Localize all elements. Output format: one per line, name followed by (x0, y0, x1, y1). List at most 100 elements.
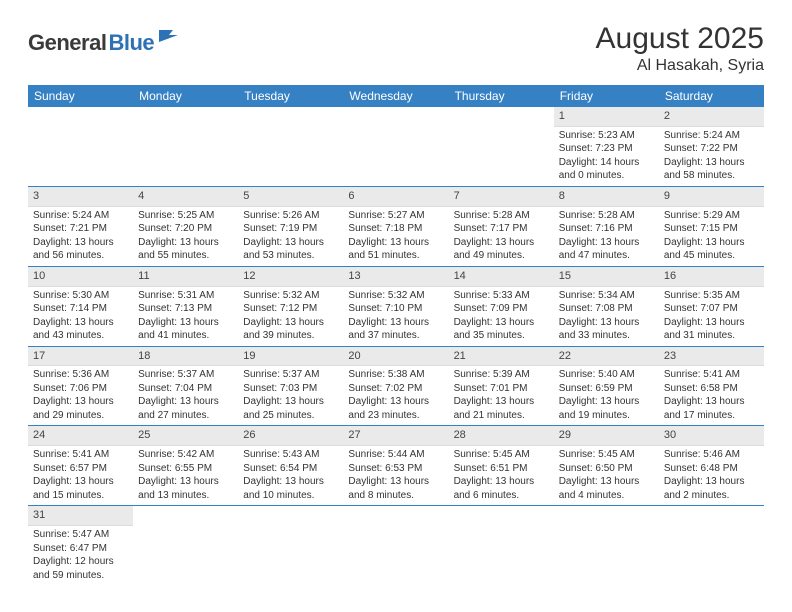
daylight-line: Daylight: 13 hours and 10 minutes. (243, 475, 338, 502)
calendar-cell: 23Sunrise: 5:41 AMSunset: 6:58 PMDayligh… (659, 347, 764, 426)
calendar-cell: 8Sunrise: 5:28 AMSunset: 7:16 PMDaylight… (554, 187, 659, 266)
day-body: Sunrise: 5:34 AMSunset: 7:08 PMDaylight:… (554, 287, 659, 346)
sunset-line: Sunset: 6:54 PM (243, 462, 338, 476)
calendar-table: SundayMondayTuesdayWednesdayThursdayFrid… (28, 85, 764, 585)
brand-logo: General Blue (28, 22, 180, 57)
day-body: Sunrise: 5:46 AMSunset: 6:48 PMDaylight:… (659, 446, 764, 505)
sunset-line: Sunset: 6:50 PM (559, 462, 654, 476)
sunrise-line: Sunrise: 5:24 AM (664, 129, 759, 143)
calendar-cell: 28Sunrise: 5:45 AMSunset: 6:51 PMDayligh… (449, 426, 554, 505)
day-body: Sunrise: 5:23 AMSunset: 7:23 PMDaylight:… (554, 127, 659, 186)
daylight-line: Daylight: 13 hours and 37 minutes. (348, 316, 443, 343)
sunrise-line: Sunrise: 5:38 AM (348, 368, 443, 382)
daylight-line: Daylight: 13 hours and 21 minutes. (454, 395, 549, 422)
page-header: General Blue August 2025 Al Hasakah, Syr… (28, 22, 764, 75)
day-number: 6 (343, 187, 448, 207)
calendar-cell-empty (238, 107, 343, 186)
calendar-cell: 14Sunrise: 5:33 AMSunset: 7:09 PMDayligh… (449, 267, 554, 346)
sunset-line: Sunset: 6:47 PM (33, 542, 128, 556)
logo-text-part2: Blue (108, 30, 154, 56)
day-number: 17 (28, 347, 133, 367)
daylight-line: Daylight: 13 hours and 51 minutes. (348, 236, 443, 263)
daylight-line: Daylight: 13 hours and 41 minutes. (138, 316, 233, 343)
sunrise-line: Sunrise: 5:45 AM (559, 448, 654, 462)
day-body: Sunrise: 5:27 AMSunset: 7:18 PMDaylight:… (343, 207, 448, 266)
sunrise-line: Sunrise: 5:44 AM (348, 448, 443, 462)
weekday-row: SundayMondayTuesdayWednesdayThursdayFrid… (28, 85, 764, 107)
daylight-line: Daylight: 13 hours and 17 minutes. (664, 395, 759, 422)
location-label: Al Hasakah, Syria (596, 57, 764, 75)
day-number: 15 (554, 267, 659, 287)
calendar-cell-empty (659, 506, 764, 585)
day-body: Sunrise: 5:28 AMSunset: 7:17 PMDaylight:… (449, 207, 554, 266)
flag-icon (158, 28, 180, 49)
daylight-line: Daylight: 13 hours and 25 minutes. (243, 395, 338, 422)
daylight-line: Daylight: 13 hours and 4 minutes. (559, 475, 654, 502)
day-number: 30 (659, 426, 764, 446)
day-number: 26 (238, 426, 343, 446)
calendar-cell-empty (554, 506, 659, 585)
sunrise-line: Sunrise: 5:25 AM (138, 209, 233, 223)
calendar-row: 3Sunrise: 5:24 AMSunset: 7:21 PMDaylight… (28, 187, 764, 266)
sunrise-line: Sunrise: 5:41 AM (33, 448, 128, 462)
day-number: 9 (659, 187, 764, 207)
weekday-header: Friday (554, 85, 659, 107)
sunset-line: Sunset: 7:18 PM (348, 222, 443, 236)
calendar-page: General Blue August 2025 Al Hasakah, Syr… (0, 0, 792, 607)
daylight-line: Daylight: 12 hours and 59 minutes. (33, 555, 128, 582)
sunset-line: Sunset: 7:14 PM (33, 302, 128, 316)
day-number: 20 (343, 347, 448, 367)
day-number: 4 (133, 187, 238, 207)
sunset-line: Sunset: 6:48 PM (664, 462, 759, 476)
day-body: Sunrise: 5:44 AMSunset: 6:53 PMDaylight:… (343, 446, 448, 505)
daylight-line: Daylight: 13 hours and 43 minutes. (33, 316, 128, 343)
daylight-line: Daylight: 13 hours and 2 minutes. (664, 475, 759, 502)
daylight-line: Daylight: 13 hours and 23 minutes. (348, 395, 443, 422)
day-body: Sunrise: 5:37 AMSunset: 7:03 PMDaylight:… (238, 366, 343, 425)
daylight-line: Daylight: 13 hours and 29 minutes. (33, 395, 128, 422)
sunset-line: Sunset: 7:03 PM (243, 382, 338, 396)
daylight-line: Daylight: 13 hours and 31 minutes. (664, 316, 759, 343)
calendar-cell-empty (133, 506, 238, 585)
sunset-line: Sunset: 7:01 PM (454, 382, 549, 396)
calendar-cell-empty (238, 506, 343, 585)
calendar-cell: 12Sunrise: 5:32 AMSunset: 7:12 PMDayligh… (238, 267, 343, 346)
sunset-line: Sunset: 7:20 PM (138, 222, 233, 236)
day-number: 11 (133, 267, 238, 287)
calendar-cell: 11Sunrise: 5:31 AMSunset: 7:13 PMDayligh… (133, 267, 238, 346)
day-body: Sunrise: 5:42 AMSunset: 6:55 PMDaylight:… (133, 446, 238, 505)
sunrise-line: Sunrise: 5:33 AM (454, 289, 549, 303)
day-body: Sunrise: 5:39 AMSunset: 7:01 PMDaylight:… (449, 366, 554, 425)
sunrise-line: Sunrise: 5:47 AM (33, 528, 128, 542)
daylight-line: Daylight: 13 hours and 8 minutes. (348, 475, 443, 502)
day-number: 1 (554, 107, 659, 127)
sunset-line: Sunset: 7:09 PM (454, 302, 549, 316)
daylight-line: Daylight: 13 hours and 15 minutes. (33, 475, 128, 502)
sunset-line: Sunset: 7:15 PM (664, 222, 759, 236)
calendar-row: 24Sunrise: 5:41 AMSunset: 6:57 PMDayligh… (28, 426, 764, 505)
sunrise-line: Sunrise: 5:41 AM (664, 368, 759, 382)
calendar-cell: 2Sunrise: 5:24 AMSunset: 7:22 PMDaylight… (659, 107, 764, 186)
calendar-cell-empty (449, 506, 554, 585)
weekday-header: Saturday (659, 85, 764, 107)
calendar-cell: 19Sunrise: 5:37 AMSunset: 7:03 PMDayligh… (238, 347, 343, 426)
sunset-line: Sunset: 6:51 PM (454, 462, 549, 476)
calendar-cell: 13Sunrise: 5:32 AMSunset: 7:10 PMDayligh… (343, 267, 448, 346)
calendar-cell: 6Sunrise: 5:27 AMSunset: 7:18 PMDaylight… (343, 187, 448, 266)
daylight-line: Daylight: 13 hours and 55 minutes. (138, 236, 233, 263)
sunset-line: Sunset: 7:08 PM (559, 302, 654, 316)
day-number: 22 (554, 347, 659, 367)
sunrise-line: Sunrise: 5:31 AM (138, 289, 233, 303)
day-number: 18 (133, 347, 238, 367)
daylight-line: Daylight: 13 hours and 19 minutes. (559, 395, 654, 422)
title-block: August 2025 Al Hasakah, Syria (596, 22, 764, 75)
day-number: 23 (659, 347, 764, 367)
calendar-cell: 10Sunrise: 5:30 AMSunset: 7:14 PMDayligh… (28, 267, 133, 346)
calendar-row: 1Sunrise: 5:23 AMSunset: 7:23 PMDaylight… (28, 107, 764, 186)
day-body: Sunrise: 5:45 AMSunset: 6:51 PMDaylight:… (449, 446, 554, 505)
sunset-line: Sunset: 6:58 PM (664, 382, 759, 396)
sunrise-line: Sunrise: 5:28 AM (559, 209, 654, 223)
day-number: 31 (28, 506, 133, 526)
sunrise-line: Sunrise: 5:42 AM (138, 448, 233, 462)
day-body: Sunrise: 5:38 AMSunset: 7:02 PMDaylight:… (343, 366, 448, 425)
